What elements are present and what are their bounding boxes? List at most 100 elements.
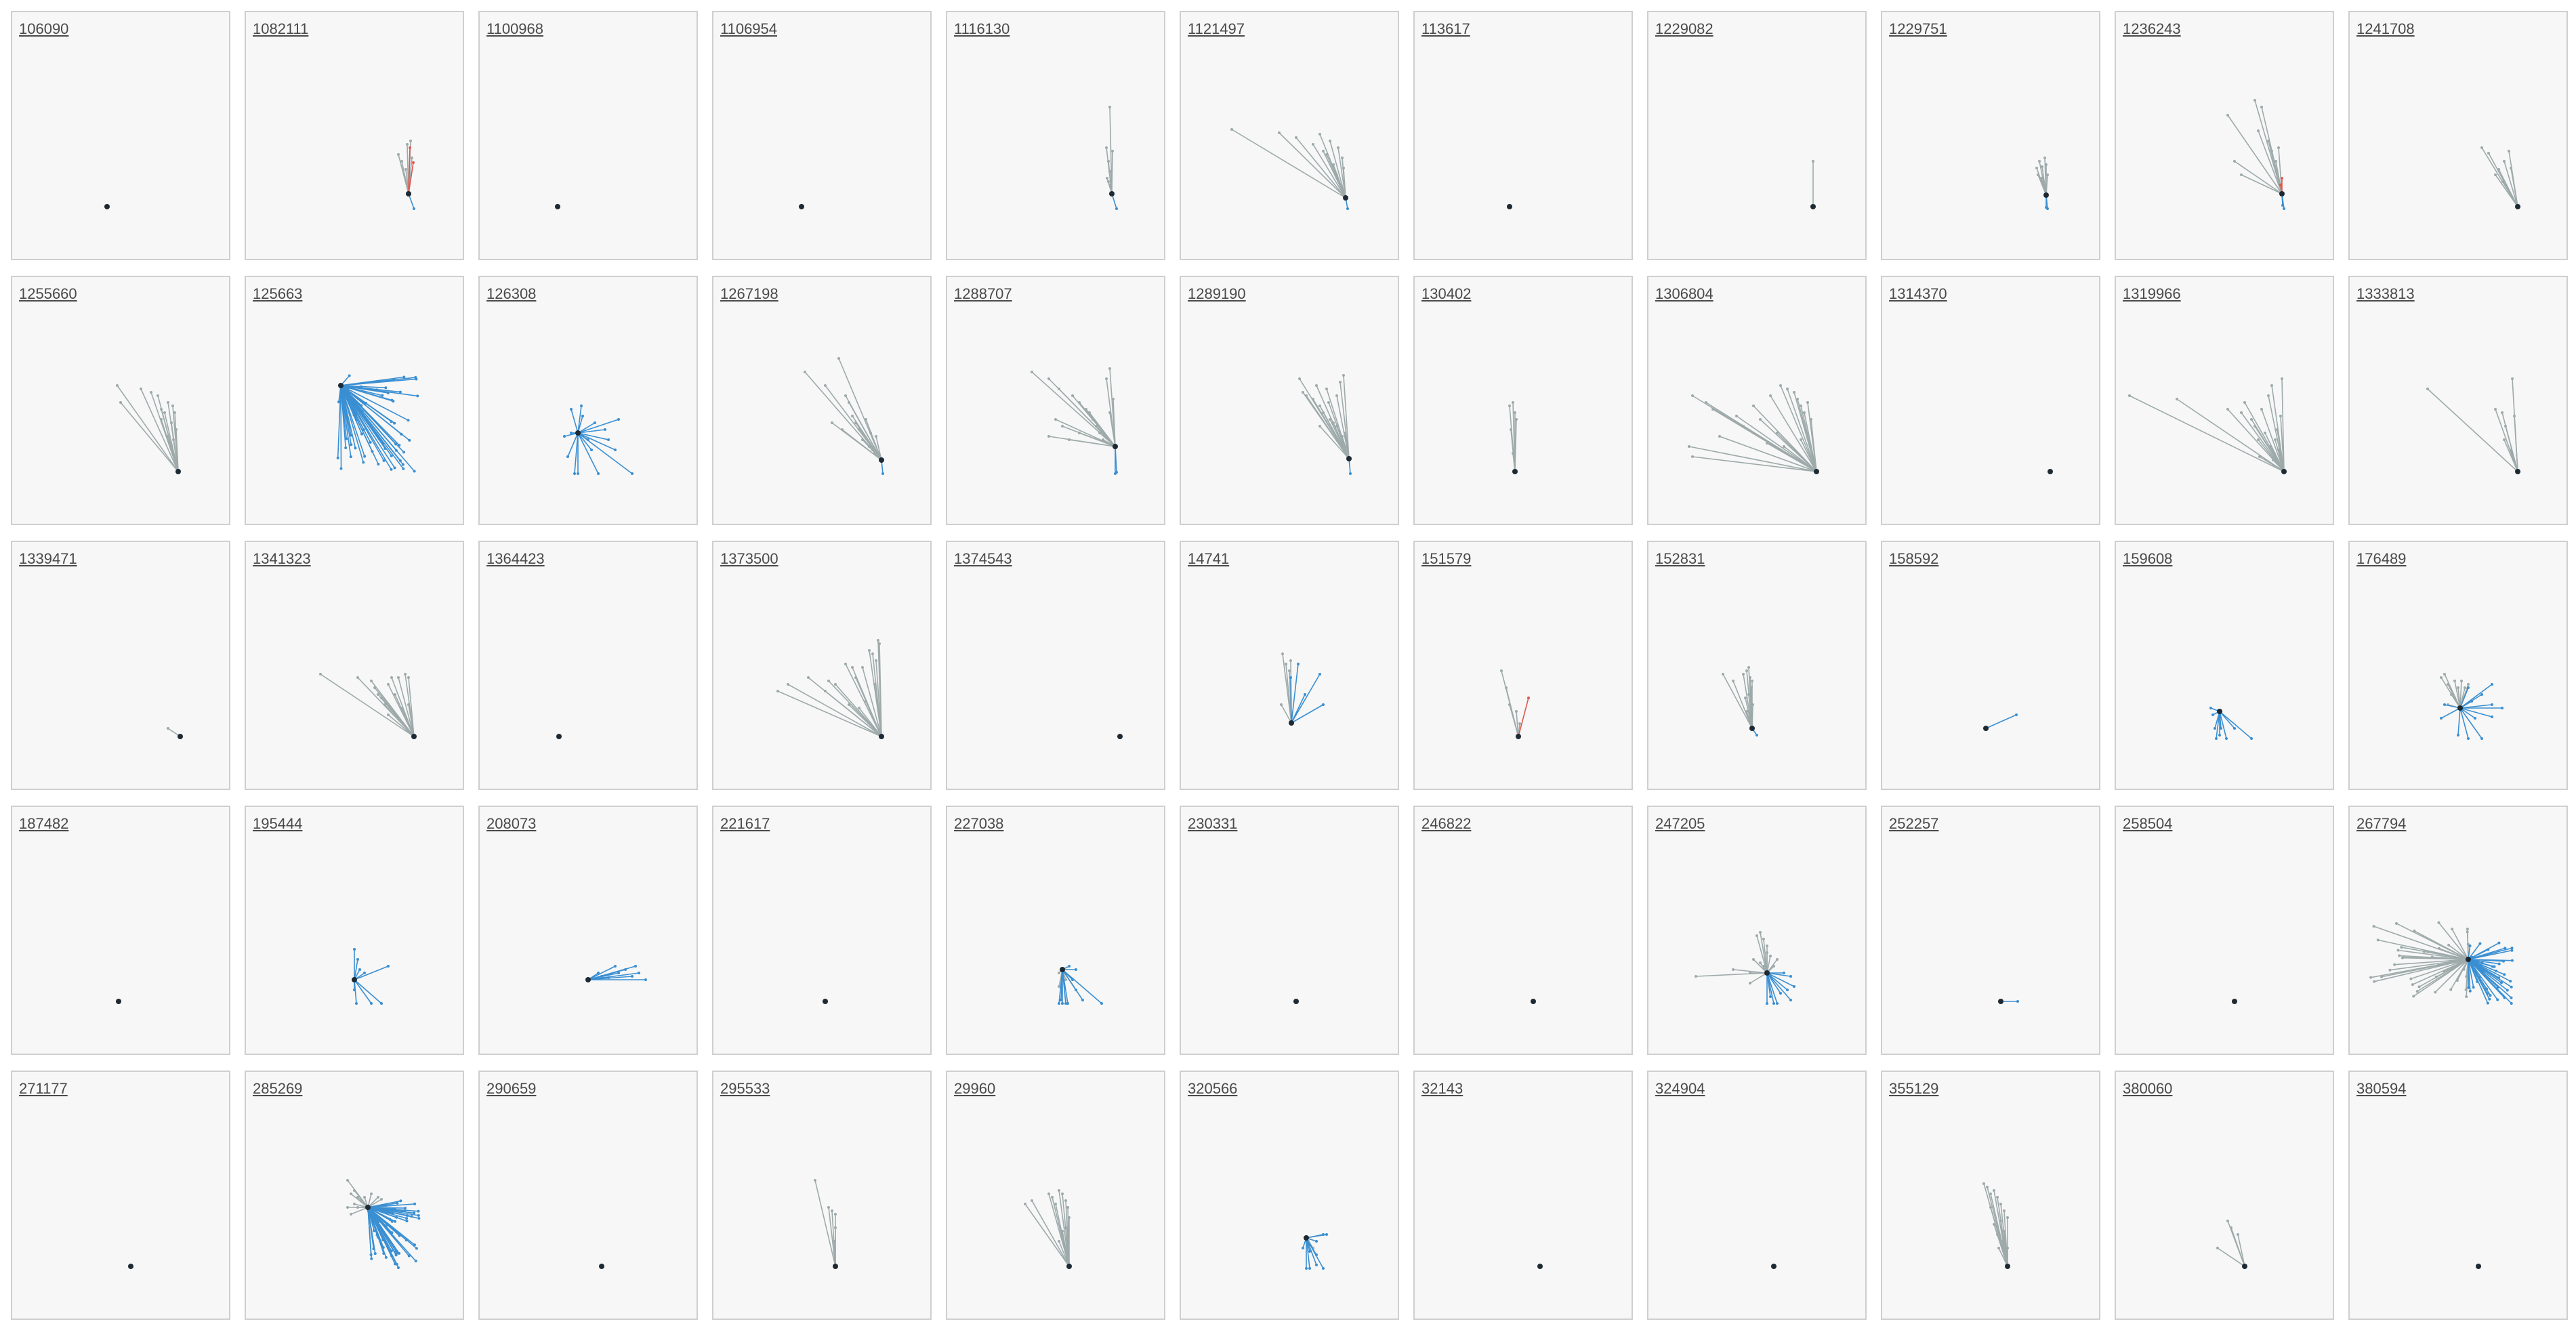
graph-card-id-link[interactable]: 125663 bbox=[253, 285, 303, 302]
graph-card-1100968[interactable]: 1100968 bbox=[478, 11, 698, 260]
graph-card-id-link[interactable]: 1236243 bbox=[2123, 20, 2181, 37]
graph-card-id-link[interactable]: 1229751 bbox=[1889, 20, 1947, 37]
graph-card-id-link[interactable]: 1241708 bbox=[2356, 20, 2415, 37]
graph-card-1314370[interactable]: 1314370 bbox=[1881, 276, 2100, 525]
graph-card-id-link[interactable]: 320566 bbox=[1188, 1080, 1238, 1097]
graph-card-1116130[interactable]: 1116130 bbox=[946, 11, 1165, 260]
graph-card-380594[interactable]: 380594 bbox=[2348, 1071, 2568, 1320]
graph-card-id-link[interactable]: 227038 bbox=[954, 815, 1004, 832]
graph-card-380060[interactable]: 380060 bbox=[2115, 1071, 2334, 1320]
graph-card-id-link[interactable]: 176489 bbox=[2356, 550, 2407, 567]
graph-card-126308[interactable]: 126308 bbox=[478, 276, 698, 525]
graph-card-id-link[interactable]: 152831 bbox=[1655, 550, 1705, 567]
graph-card-id-link[interactable]: 126308 bbox=[486, 285, 537, 302]
graph-card-id-link[interactable]: 1082111 bbox=[253, 20, 309, 37]
graph-card-246822[interactable]: 246822 bbox=[1413, 806, 1633, 1055]
graph-card-1373500[interactable]: 1373500 bbox=[712, 541, 932, 790]
graph-card-id-link[interactable]: 195444 bbox=[253, 815, 303, 832]
graph-card-id-link[interactable]: 1364423 bbox=[486, 550, 545, 567]
graph-card-1082111[interactable]: 1082111 bbox=[245, 11, 464, 260]
graph-card-id-link[interactable]: 1255660 bbox=[19, 285, 77, 302]
graph-card-258504[interactable]: 258504 bbox=[2115, 806, 2334, 1055]
graph-card-1121497[interactable]: 1121497 bbox=[1180, 11, 1399, 260]
graph-card-id-link[interactable]: 1267198 bbox=[720, 285, 778, 302]
graph-card-125663[interactable]: 125663 bbox=[245, 276, 464, 525]
graph-card-id-link[interactable]: 252257 bbox=[1889, 815, 1939, 832]
graph-card-id-link[interactable]: 1339471 bbox=[19, 550, 77, 567]
graph-card-id-link[interactable]: 285269 bbox=[253, 1080, 303, 1097]
graph-card-id-link[interactable]: 158592 bbox=[1889, 550, 1939, 567]
graph-card-1229751[interactable]: 1229751 bbox=[1881, 11, 2100, 260]
graph-card-id-link[interactable]: 1306804 bbox=[1655, 285, 1713, 302]
graph-card-id-link[interactable]: 1333813 bbox=[2356, 285, 2415, 302]
graph-card-1341323[interactable]: 1341323 bbox=[245, 541, 464, 790]
graph-card-159608[interactable]: 159608 bbox=[2115, 541, 2334, 790]
graph-card-290659[interactable]: 290659 bbox=[478, 1071, 698, 1320]
graph-card-1255660[interactable]: 1255660 bbox=[11, 276, 230, 525]
graph-card-id-link[interactable]: 230331 bbox=[1188, 815, 1238, 832]
graph-card-id-link[interactable]: 151579 bbox=[1421, 550, 1472, 567]
graph-card-id-link[interactable]: 106090 bbox=[19, 20, 69, 37]
graph-card-id-link[interactable]: 208073 bbox=[486, 815, 537, 832]
graph-card-id-link[interactable]: 1314370 bbox=[1889, 285, 1947, 302]
graph-card-id-link[interactable]: 1100968 bbox=[486, 20, 544, 37]
graph-card-id-link[interactable]: 32143 bbox=[1421, 1080, 1463, 1097]
graph-card-id-link[interactable]: 1229082 bbox=[1655, 20, 1713, 37]
graph-card-295533[interactable]: 295533 bbox=[712, 1071, 932, 1320]
graph-card-id-link[interactable]: 29960 bbox=[954, 1080, 996, 1097]
graph-card-id-link[interactable]: 1373500 bbox=[720, 550, 778, 567]
graph-card-187482[interactable]: 187482 bbox=[11, 806, 230, 1055]
graph-card-id-link[interactable]: 113617 bbox=[1421, 20, 1470, 37]
graph-card-id-link[interactable]: 14741 bbox=[1188, 550, 1230, 567]
graph-card-271177[interactable]: 271177 bbox=[11, 1071, 230, 1320]
graph-card-14741[interactable]: 14741 bbox=[1180, 541, 1399, 790]
graph-card-1364423[interactable]: 1364423 bbox=[478, 541, 698, 790]
graph-card-id-link[interactable]: 187482 bbox=[19, 815, 69, 832]
graph-card-id-link[interactable]: 355129 bbox=[1889, 1080, 1939, 1097]
graph-card-id-link[interactable]: 1289190 bbox=[1188, 285, 1246, 302]
graph-card-id-link[interactable]: 380060 bbox=[2123, 1080, 2173, 1097]
graph-card-320566[interactable]: 320566 bbox=[1180, 1071, 1399, 1320]
graph-card-106090[interactable]: 106090 bbox=[11, 11, 230, 260]
graph-card-id-link[interactable]: 324904 bbox=[1655, 1080, 1705, 1097]
graph-card-id-link[interactable]: 1319966 bbox=[2123, 285, 2181, 302]
graph-card-208073[interactable]: 208073 bbox=[478, 806, 698, 1055]
graph-card-324904[interactable]: 324904 bbox=[1647, 1071, 1867, 1320]
graph-card-id-link[interactable]: 1288707 bbox=[954, 285, 1012, 302]
graph-card-230331[interactable]: 230331 bbox=[1180, 806, 1399, 1055]
graph-card-176489[interactable]: 176489 bbox=[2348, 541, 2568, 790]
graph-card-id-link[interactable]: 380594 bbox=[2356, 1080, 2407, 1097]
graph-card-id-link[interactable]: 258504 bbox=[2123, 815, 2173, 832]
graph-card-1229082[interactable]: 1229082 bbox=[1647, 11, 1867, 260]
graph-card-1241708[interactable]: 1241708 bbox=[2348, 11, 2568, 260]
graph-card-id-link[interactable]: 130402 bbox=[1421, 285, 1472, 302]
graph-card-1106954[interactable]: 1106954 bbox=[712, 11, 932, 260]
graph-card-id-link[interactable]: 159608 bbox=[2123, 550, 2173, 567]
graph-card-355129[interactable]: 355129 bbox=[1881, 1071, 2100, 1320]
graph-card-113617[interactable]: 113617 bbox=[1413, 11, 1633, 260]
graph-card-267794[interactable]: 267794 bbox=[2348, 806, 2568, 1055]
graph-card-id-link[interactable]: 221617 bbox=[720, 815, 770, 832]
graph-card-1339471[interactable]: 1339471 bbox=[11, 541, 230, 790]
graph-card-id-link[interactable]: 290659 bbox=[486, 1080, 537, 1097]
graph-card-221617[interactable]: 221617 bbox=[712, 806, 932, 1055]
graph-card-id-link[interactable]: 1341323 bbox=[253, 550, 311, 567]
graph-card-1288707[interactable]: 1288707 bbox=[946, 276, 1165, 525]
graph-card-id-link[interactable]: 247205 bbox=[1655, 815, 1705, 832]
graph-card-130402[interactable]: 130402 bbox=[1413, 276, 1633, 525]
graph-card-id-link[interactable]: 246822 bbox=[1421, 815, 1472, 832]
graph-card-1374543[interactable]: 1374543 bbox=[946, 541, 1165, 790]
graph-card-id-link[interactable]: 1374543 bbox=[954, 550, 1012, 567]
graph-card-32143[interactable]: 32143 bbox=[1413, 1071, 1633, 1320]
graph-card-158592[interactable]: 158592 bbox=[1881, 541, 2100, 790]
graph-card-29960[interactable]: 29960 bbox=[946, 1071, 1165, 1320]
graph-card-id-link[interactable]: 1121497 bbox=[1188, 20, 1245, 37]
graph-card-1306804[interactable]: 1306804 bbox=[1647, 276, 1867, 525]
graph-card-id-link[interactable]: 267794 bbox=[2356, 815, 2407, 832]
graph-card-1289190[interactable]: 1289190 bbox=[1180, 276, 1399, 525]
graph-card-247205[interactable]: 247205 bbox=[1647, 806, 1867, 1055]
graph-card-1236243[interactable]: 1236243 bbox=[2115, 11, 2334, 260]
graph-card-227038[interactable]: 227038 bbox=[946, 806, 1165, 1055]
graph-card-id-link[interactable]: 295533 bbox=[720, 1080, 770, 1097]
graph-card-1267198[interactable]: 1267198 bbox=[712, 276, 932, 525]
